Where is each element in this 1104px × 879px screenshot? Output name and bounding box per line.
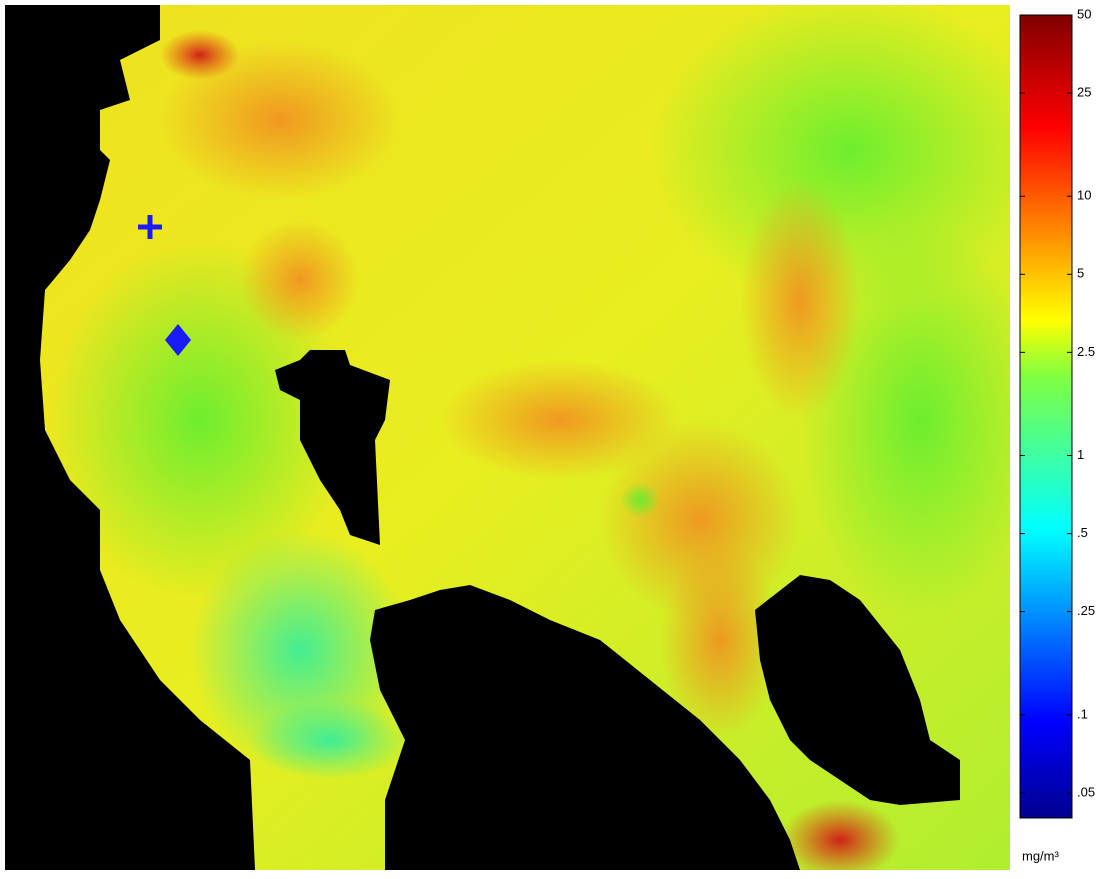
colorbar-tick-label: 50 bbox=[1077, 6, 1091, 21]
colorbar bbox=[1020, 15, 1072, 818]
colorbar-unit: mg/m³ bbox=[1022, 848, 1060, 863]
map bbox=[5, 0, 1050, 874]
colorbar-tick-label: .25 bbox=[1077, 603, 1095, 618]
page: mg/m³ 50 25 10 5 2.5 1 .5 .25 .1 .05 bbox=[0, 0, 1104, 874]
colorbar-tick-label: 5 bbox=[1077, 266, 1084, 281]
colorbar-tick-label: 2.5 bbox=[1077, 344, 1095, 359]
colorbar-tick-label: .05 bbox=[1077, 784, 1095, 799]
colorbar-tick-label: 10 bbox=[1077, 188, 1091, 203]
colorbar-gradient bbox=[1020, 15, 1072, 818]
colorbar-tick-label: 1 bbox=[1077, 447, 1084, 462]
colorbar-tick-label: 25 bbox=[1077, 84, 1091, 99]
colorbar-tick-label: .1 bbox=[1077, 706, 1088, 721]
colorbar-tick-label: .5 bbox=[1077, 525, 1088, 540]
